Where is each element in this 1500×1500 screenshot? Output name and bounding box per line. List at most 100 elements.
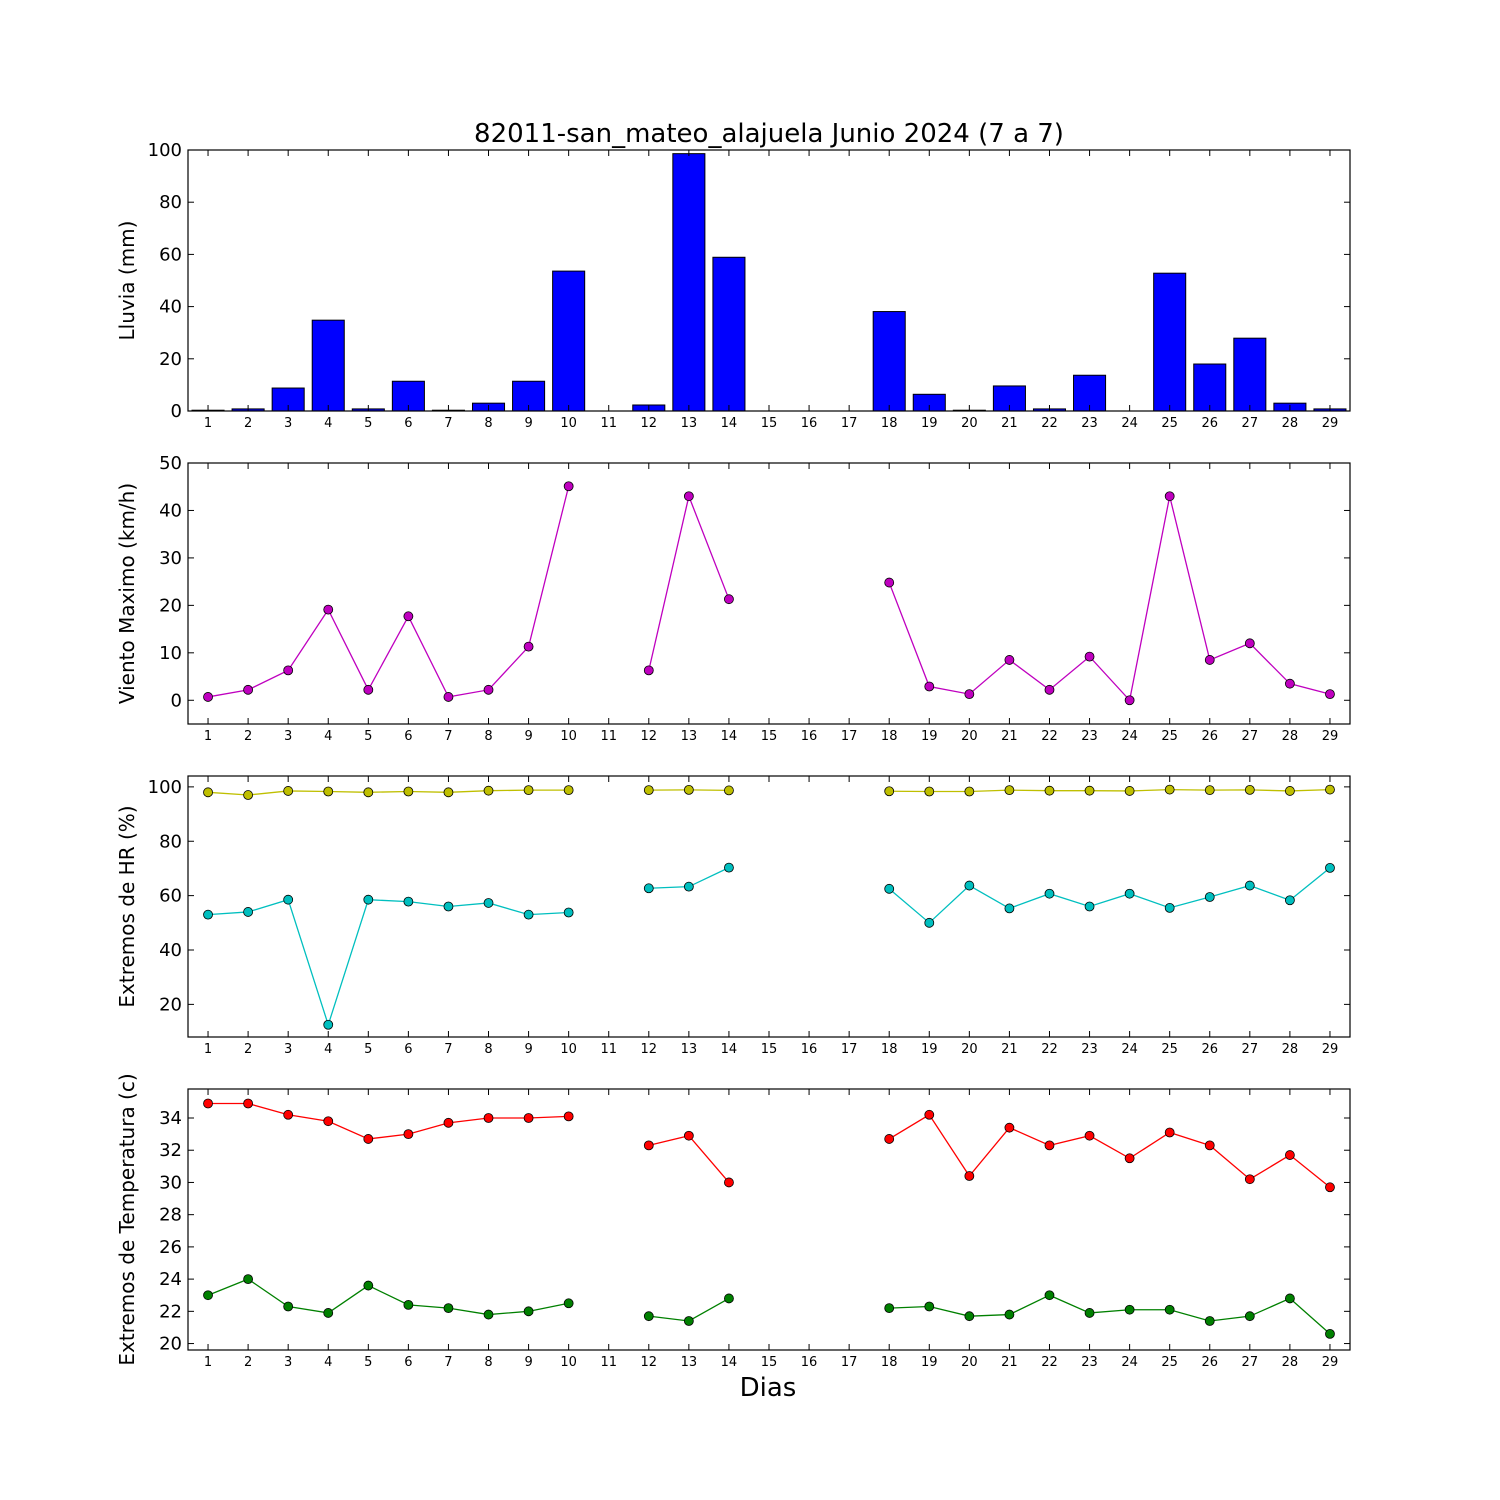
temperature-series-0-point-day-26 xyxy=(1204,1140,1215,1151)
temperature-series-0-point-day-24 xyxy=(1124,1153,1135,1164)
wind-series-0-point-day-24 xyxy=(1124,695,1135,706)
humidity-xtick-label: 11 xyxy=(600,1042,617,1057)
wind-series-0-line xyxy=(207,486,570,698)
rainfall-xtick-label: 22 xyxy=(1041,416,1058,431)
temperature-series-1-point-day-27 xyxy=(1244,1311,1255,1322)
temperature-xtick-label: 1 xyxy=(204,1355,212,1370)
temperature-xtick-label: 8 xyxy=(484,1355,492,1370)
humidity-series-1-point-day-22 xyxy=(1044,888,1055,899)
humidity-series-1-point-day-3 xyxy=(283,894,294,905)
wind-series-0-point-day-29 xyxy=(1325,689,1335,700)
temperature-series-1-line xyxy=(207,1278,569,1316)
humidity-series-1-point-day-27 xyxy=(1244,880,1255,891)
rainfall-xtick-label: 13 xyxy=(681,416,698,431)
temperature-series-0-point-day-2 xyxy=(243,1098,254,1109)
wind-ytick-label: 40 xyxy=(159,500,182,521)
temperature-series-0-point-day-20 xyxy=(964,1171,975,1181)
temperature-y-axis-label: Extremos de Temperatura (c) xyxy=(115,1073,139,1365)
rain-bar-day-26 xyxy=(1193,363,1227,412)
temperature-series-1-point-day-23 xyxy=(1084,1308,1095,1318)
humidity-xtick-label: 10 xyxy=(560,1042,577,1057)
temperature-series-1-point-day-18 xyxy=(884,1303,895,1314)
wind-xtick-label: 13 xyxy=(681,729,698,744)
temperature-series-0-point-day-18 xyxy=(884,1134,895,1144)
humidity-series-0-point-day-4 xyxy=(323,786,334,797)
humidity-series-1-point-day-18 xyxy=(884,883,895,894)
temperature-xtick-label: 16 xyxy=(801,1355,818,1370)
temperature-series-1-point-day-28 xyxy=(1284,1293,1295,1304)
wind-ytick-label: 0 xyxy=(171,690,182,711)
temperature-ytick-label: 24 xyxy=(159,1269,182,1290)
humidity-series-0-point-day-21 xyxy=(1004,785,1015,796)
temperature-xtick-label: 12 xyxy=(641,1355,658,1370)
rainfall-xtick-label: 3 xyxy=(284,416,292,431)
humidity-series-0-point-day-28 xyxy=(1284,786,1295,796)
temperature-series-1-point-day-6 xyxy=(403,1299,414,1310)
humidity-series-0-point-day-12 xyxy=(643,785,654,796)
temperature-series-0-point-day-12 xyxy=(643,1140,654,1151)
wind-series-0-point-day-5 xyxy=(363,684,374,695)
humidity-xtick-label: 19 xyxy=(921,1042,938,1057)
wind-series-0-point-day-19 xyxy=(924,681,935,692)
rainfall-xtick-label: 18 xyxy=(881,416,898,431)
rain-bar-day-18 xyxy=(872,311,906,412)
humidity-xtick-label: 12 xyxy=(641,1042,658,1057)
wind-series-0-point-day-6 xyxy=(403,611,414,622)
rainfall-ytick-label: 100 xyxy=(148,140,182,161)
temperature-series-0-point-day-3 xyxy=(283,1109,294,1120)
wind-series-0-point-day-10 xyxy=(563,481,574,492)
wind-xtick-label: 17 xyxy=(841,729,858,744)
wind-xtick-label: 12 xyxy=(641,729,658,744)
temperature-xtick-label: 5 xyxy=(364,1355,372,1370)
temperature-series-0-point-day-27 xyxy=(1244,1174,1255,1185)
humidity-series-0-line xyxy=(207,789,569,796)
humidity-series-0-point-day-25 xyxy=(1164,784,1175,795)
humidity-series-1-point-day-14 xyxy=(724,862,734,873)
wind-xtick-label: 14 xyxy=(721,729,738,744)
humidity-series-1-point-day-28 xyxy=(1284,895,1295,906)
humidity-series-1-point-day-7 xyxy=(443,901,454,912)
temperature-series-0-line xyxy=(888,1113,1331,1188)
humidity-series-0-point-day-22 xyxy=(1044,785,1055,796)
wind-xtick-label: 10 xyxy=(560,729,577,744)
humidity-series-0-point-day-10 xyxy=(563,785,574,796)
humidity-xtick-label: 28 xyxy=(1282,1042,1299,1057)
temperature-series-1-point-day-21 xyxy=(1004,1309,1015,1320)
humidity-series-0-point-day-29 xyxy=(1325,784,1335,795)
humidity-xtick-label: 6 xyxy=(404,1042,412,1057)
humidity-series-1-point-day-6 xyxy=(403,896,414,907)
wind-series-0-point-day-12 xyxy=(643,665,654,676)
temperature-xtick-label: 15 xyxy=(761,1355,778,1370)
humidity-series-1-point-day-4 xyxy=(323,1019,334,1030)
rainfall-xtick-label: 9 xyxy=(524,416,532,431)
temperature-ytick-label: 26 xyxy=(159,1237,182,1258)
humidity-series-1-point-day-19 xyxy=(924,917,935,928)
temperature-series-0-point-day-10 xyxy=(563,1111,574,1122)
humidity-xtick-label: 21 xyxy=(1001,1042,1018,1057)
humidity-series-1-point-day-10 xyxy=(563,907,574,918)
rainfall-xtick-label: 24 xyxy=(1121,416,1138,431)
wind-xtick-label: 2 xyxy=(244,729,252,744)
wind-series-0-point-day-14 xyxy=(724,594,734,605)
humidity-series-1-point-day-23 xyxy=(1084,901,1095,912)
humidity-series-0-point-day-2 xyxy=(243,790,254,800)
wind-xtick-label: 5 xyxy=(364,729,372,744)
rainfall-xtick-label: 17 xyxy=(841,416,858,431)
humidity-series-1-point-day-26 xyxy=(1204,892,1215,902)
rain-bar-day-13 xyxy=(672,153,706,412)
temperature-series-1-point-day-5 xyxy=(363,1280,374,1291)
humidity-series-1-point-day-2 xyxy=(243,907,254,917)
temperature-ytick-label: 22 xyxy=(159,1301,182,1322)
humidity-xtick-label: 26 xyxy=(1201,1042,1218,1057)
rainfall-xtick-label: 20 xyxy=(961,416,978,431)
wind-ytick-label: 20 xyxy=(159,595,182,616)
wind-xtick-label: 19 xyxy=(921,729,938,744)
temperature-series-1-point-day-12 xyxy=(643,1311,654,1322)
temperature-xtick-label: 19 xyxy=(921,1355,938,1370)
temperature-series-1-line xyxy=(889,1294,1331,1335)
humidity-ytick-label: 80 xyxy=(159,831,182,852)
temperature-series-0-point-day-13 xyxy=(683,1130,694,1141)
temperature-xtick-label: 6 xyxy=(404,1355,412,1370)
